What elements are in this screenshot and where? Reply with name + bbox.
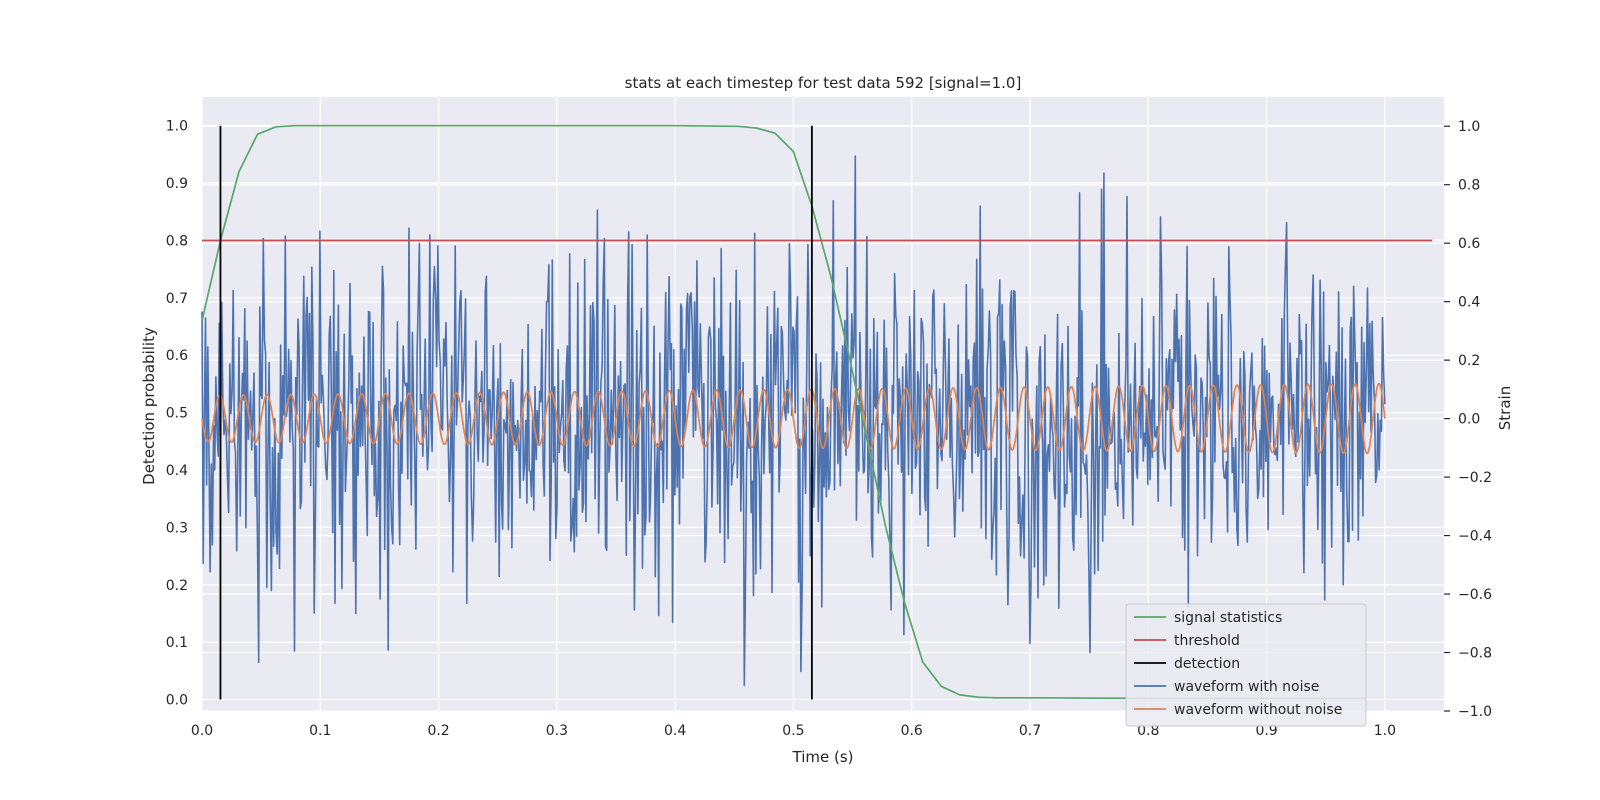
y-right-tick-label: 1.0	[1458, 119, 1480, 135]
legend: signal statistics threshold detection wa…	[1125, 603, 1367, 727]
y-right-tick-label: −0.4	[1458, 529, 1492, 545]
x-axis: 0.0 0.1 0.2 0.3 0.4 0.5 0.6 0.7 0.8 0.9 1.0	[191, 723, 1396, 739]
y-right-tick-label: −0.8	[1458, 646, 1492, 662]
x-tick-label: 0.9	[1255, 723, 1277, 739]
y-axis-left-label: Detection probability	[140, 327, 158, 485]
y-tick-label: 0.4	[166, 463, 188, 479]
x-tick-label: 0.5	[782, 723, 804, 739]
y-right-tick-label: −1.0	[1458, 704, 1492, 720]
x-tick-label: 0.6	[901, 723, 923, 739]
x-tick-label: 0.1	[309, 723, 331, 739]
y-tick-label: 0.0	[166, 693, 188, 709]
y-right-tick-label: 0.6	[1458, 236, 1480, 252]
legend-entry-signal-statistics: signal statistics	[1134, 610, 1282, 626]
x-tick-label: 0.4	[664, 723, 686, 739]
legend-entry-threshold: threshold	[1134, 633, 1240, 649]
y-tick-label: 0.5	[166, 406, 188, 422]
y-tick-label: 0.8	[166, 233, 188, 249]
y-right-tick-label: 0.4	[1458, 295, 1480, 311]
legend-entry-waveform-with-noise: waveform with noise	[1134, 679, 1319, 695]
legend-entry-detection: detection	[1134, 656, 1240, 672]
y-tick-label: 0.7	[166, 291, 188, 307]
y-tick-label: 1.0	[166, 119, 188, 135]
y-tick-label: 0.3	[166, 520, 188, 536]
y-tick-label: 0.9	[166, 176, 188, 192]
y-tick-label: 0.1	[166, 635, 188, 651]
y-right-tick-label: 0.8	[1458, 178, 1480, 194]
line-waveform-without-noise	[201, 382, 1386, 455]
y-tick-label: 0.6	[166, 348, 188, 364]
y-right-tick-label: 0.2	[1458, 353, 1480, 369]
x-axis-label: Time (s)	[792, 748, 854, 766]
series-waveform-with-noise	[201, 155, 1386, 687]
y-axis-left: 0.0 0.1 0.2 0.3 0.4 0.5 0.6 0.7 0.8 0.9 1.0	[166, 119, 188, 709]
plot-area	[201, 97, 1444, 712]
legend-label: detection	[1174, 656, 1240, 672]
series-waveform-without-noise	[201, 382, 1386, 455]
chart-title: stats at each timestep for test data 592…	[625, 74, 1022, 92]
legend-box	[1125, 603, 1367, 727]
y-axis-right: −1.0 −0.8 −0.6 −0.4 −0.2 0.0 0.2 0.4 0.6 0.8 1.0	[1444, 119, 1492, 720]
legend-label: signal statistics	[1174, 610, 1282, 626]
y-right-tick-label: 0.0	[1458, 412, 1480, 428]
line-waveform-with-noise	[201, 155, 1386, 687]
y-tick-label: 0.2	[166, 578, 188, 594]
legend-label: threshold	[1174, 633, 1240, 649]
legend-label: waveform without noise	[1174, 702, 1342, 718]
legend-entry-waveform-without-noise: waveform without noise	[1134, 702, 1342, 718]
x-tick-label: 0.7	[1019, 723, 1041, 739]
legend-label: waveform with noise	[1174, 679, 1319, 695]
x-tick-label: 0.2	[427, 723, 449, 739]
y-right-tick-label: −0.2	[1458, 470, 1492, 486]
series-detection	[219, 125, 813, 700]
y-axis-right-label: Strain	[1496, 386, 1514, 430]
x-tick-label: 1.0	[1374, 723, 1396, 739]
x-tick-label: 0.3	[546, 723, 568, 739]
y-right-tick-label: −0.6	[1458, 587, 1492, 603]
x-tick-label: 0.0	[191, 723, 213, 739]
x-tick-label: 0.8	[1137, 723, 1159, 739]
